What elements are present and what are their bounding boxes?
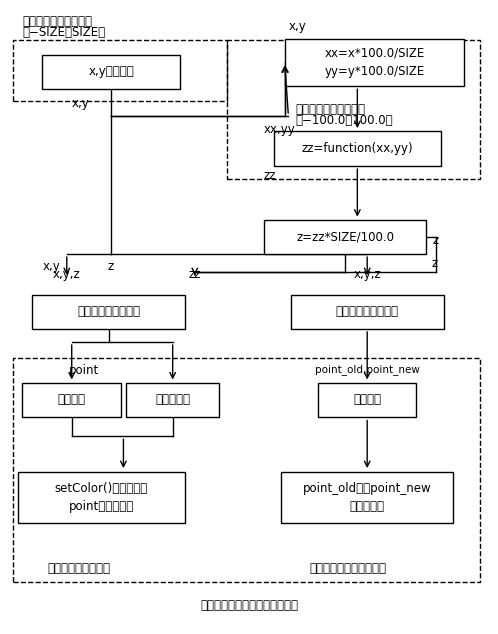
Text: zz: zz [189, 268, 201, 281]
Text: point: point [69, 364, 99, 377]
Text: x,y: x,y [288, 20, 306, 34]
Text: 関数値に応じた着色: 関数値に応じた着色 [48, 562, 111, 574]
Text: point_oldからpoint_new
へ線を引く: point_oldからpoint_new へ線を引く [303, 482, 431, 513]
Bar [285, 39, 465, 86]
Text: zz: zz [264, 169, 276, 183]
Text: x,y,z: x,y,z [53, 268, 81, 281]
Text: z: z [433, 234, 439, 247]
Bar [12, 41, 227, 101]
Text: x,y: x,y [71, 97, 89, 110]
Text: xx=x*100.0/SIZE
yy=y*100.0/SIZE: xx=x*100.0/SIZE yy=y*100.0/SIZE [325, 47, 425, 78]
Bar [32, 295, 185, 329]
Text: z: z [108, 260, 114, 273]
Text: x,y値の生成: x,y値の生成 [88, 65, 134, 79]
Bar [264, 220, 426, 254]
Text: 座標の三次元物理空間: 座標の三次元物理空間 [22, 15, 93, 29]
Text: point_old,point_new: point_old,point_new [315, 364, 420, 375]
Text: ワイヤーフレームの描画: ワイヤーフレームの描画 [309, 562, 386, 574]
Text: パソコン画面上の二次元実平面: パソコン画面上の二次元実平面 [200, 599, 298, 612]
Text: x,y,z: x,y,z [353, 268, 381, 281]
Text: 陰線処理: 陰線処理 [353, 394, 381, 406]
Text: 陰線処理: 陰線処理 [58, 394, 86, 406]
Text: zz=function(xx,yy): zz=function(xx,yy) [301, 142, 413, 155]
Bar [227, 41, 481, 179]
Text: z=zz*SIZE/100.0: z=zz*SIZE/100.0 [296, 231, 394, 243]
Text: 二次元座標への変換: 二次元座標への変換 [77, 306, 140, 318]
Bar [126, 383, 220, 417]
Text: 二次元座標への変換: 二次元座標への変換 [336, 306, 399, 318]
Text: setColor()による色で
pointを着色する: setColor()による色で pointを着色する [55, 482, 148, 513]
Text: （−100.0〜100.0）: （−100.0〜100.0） [296, 114, 393, 127]
Text: 色への変換: 色への変換 [155, 394, 190, 406]
Text: z: z [431, 257, 437, 270]
Text: 関数の三次元論理空間: 関数の三次元論理空間 [296, 103, 366, 116]
Bar [17, 472, 185, 523]
Bar [42, 55, 180, 89]
Bar [273, 131, 441, 166]
Bar [318, 383, 416, 417]
Text: x,y: x,y [43, 260, 61, 273]
Bar [291, 295, 444, 329]
Text: xx,yy: xx,yy [264, 124, 295, 136]
Text: （−SIZE〜SIZE）: （−SIZE〜SIZE） [22, 26, 106, 39]
Bar [281, 472, 453, 523]
Bar [12, 358, 481, 582]
Bar [22, 383, 121, 417]
